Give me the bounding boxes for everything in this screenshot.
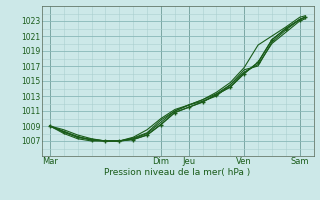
X-axis label: Pression niveau de la mer( hPa ): Pression niveau de la mer( hPa ) [104, 168, 251, 177]
